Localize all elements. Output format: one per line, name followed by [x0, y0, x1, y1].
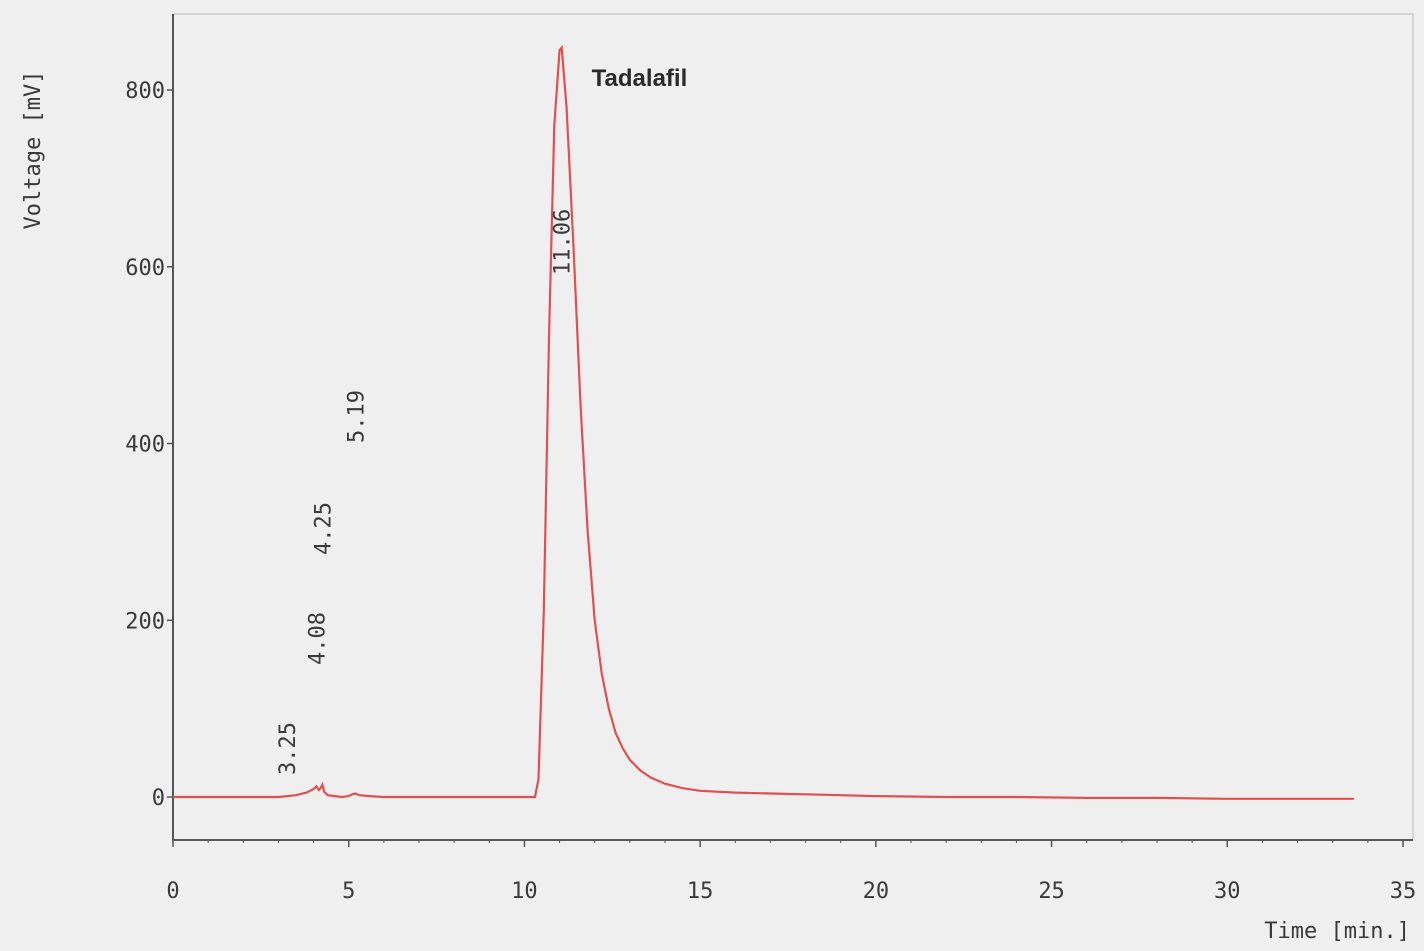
peak-labels: 3.25 4.08 4.25 5.19 11.06: [276, 209, 575, 775]
y-tick-label: 600: [125, 256, 165, 281]
y-tick-label: 800: [125, 79, 165, 104]
y-axis-title: Voltage [mV]: [21, 71, 46, 230]
x-tick-label: 5: [342, 879, 355, 904]
x-tick-label: 15: [687, 879, 714, 904]
y-tick-label: 0: [152, 786, 165, 811]
y-tick-label: 400: [125, 433, 165, 458]
peak-label: 4.25: [311, 502, 336, 555]
x-ticks: 0 5 10 15 20 25 30 35: [166, 840, 1416, 904]
x-tick-label: 20: [863, 879, 890, 904]
y-tick-label: 200: [125, 609, 165, 634]
peak-label: 3.25: [276, 722, 301, 775]
peak-label: 4.08: [305, 612, 330, 665]
x-tick-label: 0: [166, 879, 179, 904]
x-tick-label: 30: [1214, 879, 1241, 904]
peak-label: 11.06: [551, 209, 576, 275]
series-line: [173, 44, 1354, 800]
compound-label: Tadalafil: [592, 65, 688, 92]
peak-label: 5.19: [344, 390, 369, 443]
x-tick-label: 10: [511, 879, 538, 904]
x-axis-title: Time [min.]: [1264, 919, 1410, 944]
y-ticks: 0 200 400 600 800: [125, 79, 173, 811]
x-tick-label: 25: [1038, 879, 1065, 904]
x-tick-label: 35: [1390, 879, 1417, 904]
